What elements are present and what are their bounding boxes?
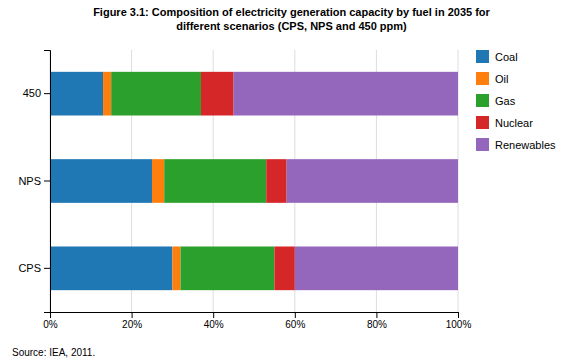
title: Figure 3.1: Composition of electricity g…: [93, 6, 490, 32]
title-line: Figure 3.1: Composition of electricity g…: [93, 6, 490, 18]
legend-item: Renewables: [476, 138, 556, 151]
legend-swatch: [476, 116, 489, 129]
tick-mark: [132, 312, 133, 318]
tick-label: 60%: [285, 319, 305, 330]
legend-swatch: [476, 138, 489, 151]
value-axis: 0% 20% 40% 60% 80% 100%: [43, 312, 471, 330]
bar: [234, 72, 458, 116]
legend: Coal Oil Gas Nuclear Renewables: [476, 50, 556, 151]
tick-label: 40%: [204, 319, 224, 330]
bar: [50, 247, 172, 291]
bar: [181, 247, 275, 291]
tick: 40%: [204, 312, 224, 330]
legend-item: Nuclear: [476, 116, 533, 129]
bar: [287, 159, 458, 203]
legend-item: Coal: [476, 50, 518, 63]
legend-label: Oil: [495, 73, 508, 85]
bar: [50, 72, 103, 116]
title-line: different scenarios (CPS, NPS and 450 pp…: [176, 20, 407, 32]
tick-label: 0%: [43, 319, 58, 330]
bar: [266, 159, 286, 203]
legend-swatch: [476, 94, 489, 107]
legend-label: Renewables: [495, 139, 556, 151]
tick: 0%: [43, 312, 58, 330]
tick: 60%: [285, 312, 305, 330]
tick: NPS: [18, 175, 50, 187]
tick-mark: [44, 268, 50, 269]
bar: [103, 72, 111, 116]
tick-label: 100%: [446, 319, 472, 330]
legend-label: Coal: [495, 51, 518, 63]
series: [234, 72, 458, 290]
tick-label: 80%: [367, 319, 387, 330]
chart: Figure 3.1: Composition of electricity g…: [0, 0, 583, 364]
tick-label: CPS: [18, 262, 41, 274]
axis-line: [51, 313, 459, 319]
legend-label: Nuclear: [495, 117, 533, 129]
tick-mark: [295, 312, 296, 318]
tick: 100%: [446, 312, 472, 330]
plot: 0% 20% 40% 60% 80% 100% CPS NPS 450: [18, 50, 471, 330]
axis-line: [44, 51, 51, 313]
bar: [274, 247, 294, 291]
tick: CPS: [18, 262, 50, 274]
legend-item: Oil: [476, 72, 508, 85]
bar: [201, 72, 234, 116]
annotation: Source: IEA, 2011.: [12, 347, 95, 358]
tick-label: 20%: [122, 319, 142, 330]
tick-label: 450: [23, 87, 41, 99]
tick-mark: [44, 181, 50, 182]
legend-swatch: [476, 50, 489, 63]
grid: [50, 50, 458, 312]
tick-mark: [213, 312, 214, 318]
legend-item: Gas: [476, 94, 516, 107]
tick-mark: [458, 312, 459, 318]
legend-label: Gas: [495, 95, 516, 107]
bar: [295, 247, 458, 291]
bar: [152, 159, 164, 203]
tick-label: NPS: [18, 175, 41, 187]
tick: 80%: [367, 312, 387, 330]
tick: 450: [23, 87, 50, 99]
bar: [164, 159, 266, 203]
bar: [111, 72, 201, 116]
tick-mark: [376, 312, 377, 318]
tick-mark: [44, 93, 50, 94]
legend-swatch: [476, 72, 489, 85]
bars: [50, 72, 458, 290]
tick: 20%: [122, 312, 142, 330]
category-axis: CPS NPS 450: [18, 51, 50, 313]
bar: [172, 247, 180, 291]
bar: [50, 159, 152, 203]
